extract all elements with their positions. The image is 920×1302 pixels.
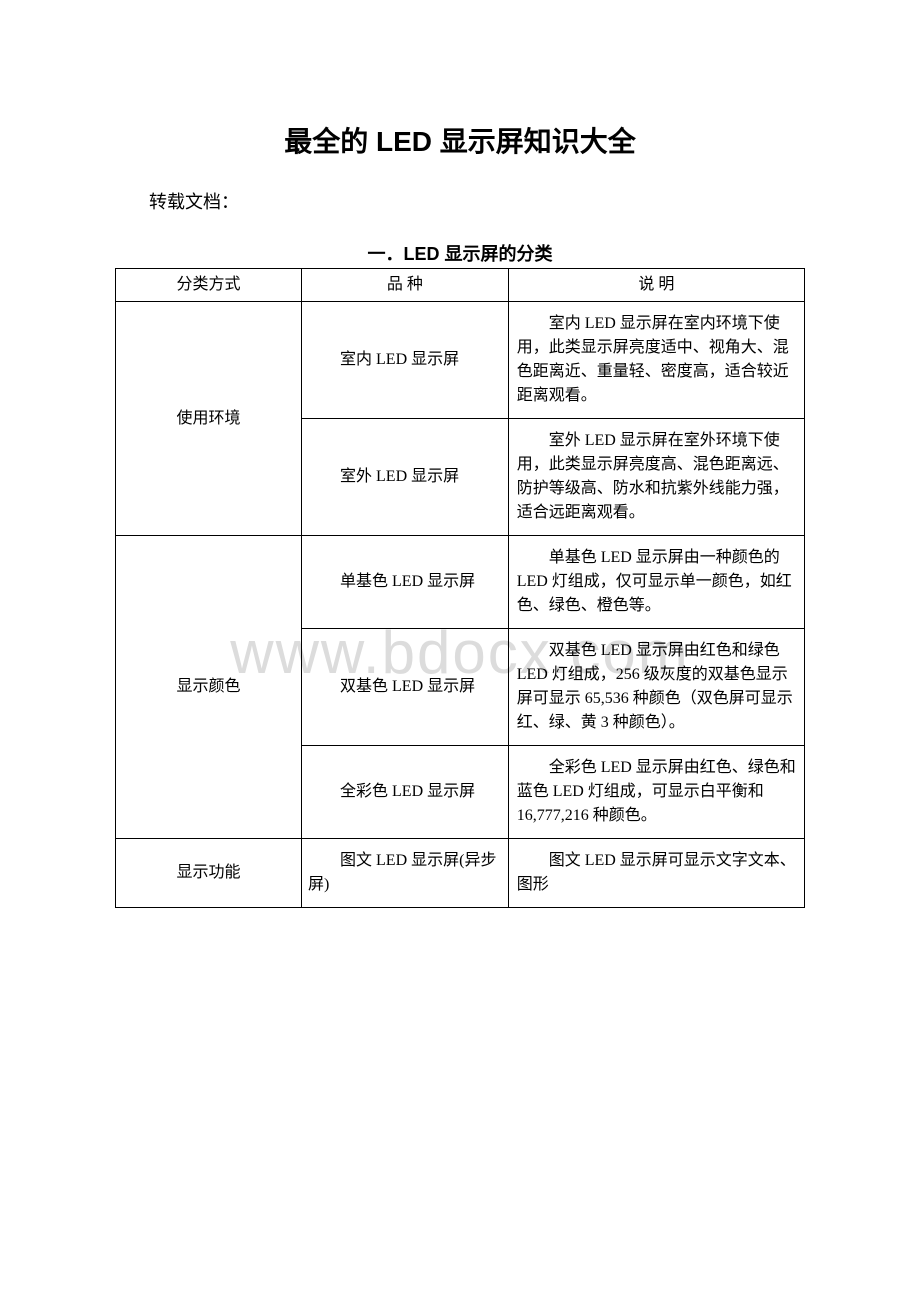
cell-desc: 双基色 LED 显示屏由红色和绿色 LED 灯组成，256 级灰度的双基色显示屏…	[508, 629, 804, 746]
section-title: 一．LED 显示屏的分类	[115, 240, 805, 266]
main-title: 最全的 LED 显示屏知识大全	[115, 120, 805, 160]
subtitle-text: 转载文档：	[149, 188, 805, 214]
cell-type: 全彩色 LED 显示屏	[302, 746, 509, 839]
cell-desc: 图文 LED 显示屏可显示文字文本、图形	[508, 839, 804, 908]
cell-desc: 全彩色 LED 显示屏由红色、绿色和蓝色 LED 灯组成，可显示白平衡和 16,…	[508, 746, 804, 839]
cell-desc: 单基色 LED 显示屏由一种颜色的 LED 灯组成，仅可显示单一颜色，如红色、绿…	[508, 536, 804, 629]
cell-category: 显示颜色	[116, 536, 302, 839]
cell-type: 室内 LED 显示屏	[302, 302, 509, 419]
cell-type: 双基色 LED 显示屏	[302, 629, 509, 746]
cell-desc: 室内 LED 显示屏在室内环境下使用，此类显示屏亮度适中、视角大、混色距离近、重…	[508, 302, 804, 419]
cell-type: 单基色 LED 显示屏	[302, 536, 509, 629]
table-header-row: 分类方式 品 种 说 明	[116, 269, 805, 302]
cell-category: 显示功能	[116, 839, 302, 908]
classification-table: 分类方式 品 种 说 明 使用环境 室内 LED 显示屏 室内 LED 显示屏在…	[115, 268, 805, 908]
table-row: 使用环境 室内 LED 显示屏 室内 LED 显示屏在室内环境下使用，此类显示屏…	[116, 302, 805, 419]
table-row: 显示功能 图文 LED 显示屏(异步屏) 图文 LED 显示屏可显示文字文本、图…	[116, 839, 805, 908]
cell-desc: 室外 LED 显示屏在室外环境下使用，此类显示屏亮度高、混色距离远、防护等级高、…	[508, 419, 804, 536]
header-category: 分类方式	[116, 269, 302, 302]
table-row: 显示颜色 单基色 LED 显示屏 单基色 LED 显示屏由一种颜色的 LED 灯…	[116, 536, 805, 629]
cell-type: 图文 LED 显示屏(异步屏)	[302, 839, 509, 908]
cell-category: 使用环境	[116, 302, 302, 536]
page-content: 最全的 LED 显示屏知识大全 转载文档： 一．LED 显示屏的分类 分类方式 …	[0, 0, 920, 908]
header-desc: 说 明	[508, 269, 804, 302]
cell-type: 室外 LED 显示屏	[302, 419, 509, 536]
header-type: 品 种	[302, 269, 509, 302]
